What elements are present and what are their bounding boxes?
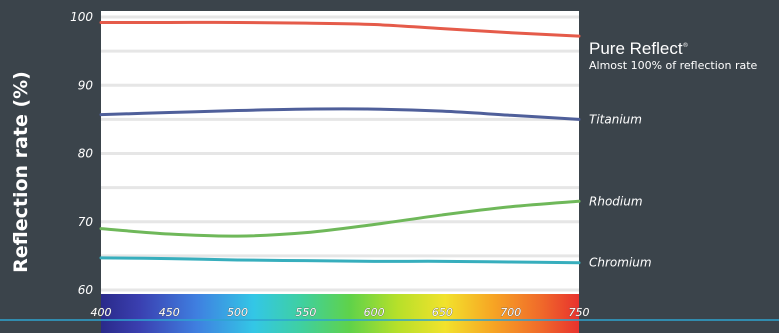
series-line-rhodium [99,199,581,238]
grid-lines [101,15,579,292]
pure-reflect-brand: Pure Reflect [589,39,683,58]
y-axis-label: Reflection rate (%) [10,71,32,273]
pure-reflect-note: Almost 100% of reflection rate [589,59,758,72]
y-tick-label: 70 [78,215,94,229]
series-labels: Titanium Rhodium Chromium [589,112,652,269]
spectrum-bar [101,294,579,333]
series-line-chromium [99,256,581,265]
pure-reflect-annotation: Pure Reflect® Almost 100% of reflection … [589,39,758,72]
series-lines [99,20,581,265]
series-line-pure-reflect [99,20,581,38]
x-tick-label: 400 [91,306,112,319]
x-tick-label: 550 [295,306,316,319]
y-tick-labels: 100 90 80 70 60 [70,10,93,297]
y-tick-label: 60 [78,283,94,297]
y-tick-label: 100 [70,10,93,24]
x-tick-labels: 400 450 500 550 600 650 700 750 [90,306,590,320]
registered-mark: ® [683,42,689,49]
x-tick-label: 750 [569,306,590,319]
x-tick-label: 700 [500,306,521,319]
series-label-chromium: Chromium [589,256,652,270]
series-label-rhodium: Rhodium [589,194,643,208]
series-line-titanium [99,107,581,121]
y-tick-label: 90 [78,78,94,92]
series-label-titanium: Titanium [589,112,642,126]
y-tick-label: 80 [78,147,94,161]
x-tick-label: 500 [227,306,248,319]
x-tick-label: 450 [159,306,180,319]
x-tick-label: 600 [364,306,385,319]
x-tick-label: 650 [432,306,453,319]
svg-text:Pure Reflect®: Pure Reflect® [589,39,689,58]
